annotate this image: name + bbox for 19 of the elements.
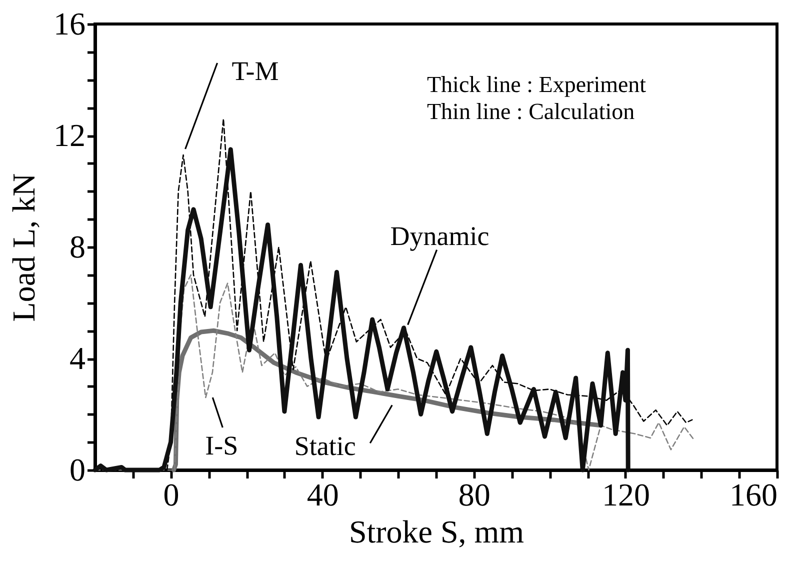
x-tick-label: 40 xyxy=(306,476,339,512)
annotation: Static xyxy=(294,431,356,462)
annotation: Dynamic xyxy=(390,220,490,251)
line-series xyxy=(92,147,630,472)
annotation: I-S xyxy=(205,430,238,461)
y-tick-label: 12 xyxy=(54,117,86,153)
x-tick-label: 0 xyxy=(163,476,180,512)
y-tick-label: 8 xyxy=(70,228,86,264)
y-tick-label: 4 xyxy=(70,340,86,376)
x-tick-label: 160 xyxy=(730,476,778,512)
x-tick-label: 80 xyxy=(458,476,490,512)
x-axis-title: Stroke S, mm xyxy=(348,514,524,550)
y-tick-label: 16 xyxy=(54,6,86,42)
y-tick-label: 0 xyxy=(70,452,86,488)
x-tick-label: 120 xyxy=(602,476,650,512)
annotation: Thin line : Calculation xyxy=(427,99,636,124)
y-axis-title: Load L, kN xyxy=(6,173,42,322)
annotation: T-M xyxy=(232,56,279,86)
annotation: Thick line : Experiment xyxy=(427,72,647,97)
